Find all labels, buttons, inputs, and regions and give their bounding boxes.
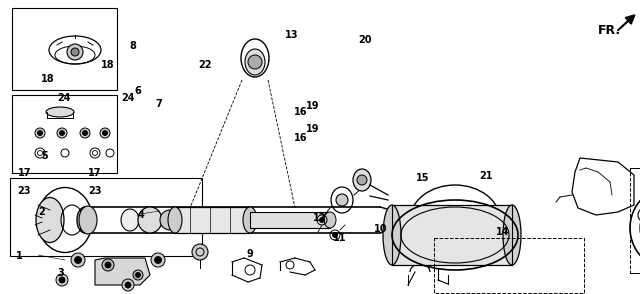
Bar — [434, 238, 584, 293]
Text: 11: 11 — [332, 233, 346, 243]
Text: 22: 22 — [198, 60, 212, 70]
Ellipse shape — [79, 206, 97, 234]
Text: 17: 17 — [88, 168, 102, 178]
Ellipse shape — [245, 49, 265, 75]
Bar — [175, 207, 250, 233]
Circle shape — [67, 44, 83, 60]
Text: 1: 1 — [16, 251, 22, 261]
Circle shape — [71, 48, 79, 56]
Text: 12: 12 — [313, 213, 327, 223]
Bar — [10, 178, 202, 256]
Circle shape — [136, 273, 141, 278]
Text: 2: 2 — [38, 207, 45, 217]
Polygon shape — [95, 258, 150, 285]
Text: 24: 24 — [121, 93, 135, 103]
Bar — [392, 205, 512, 265]
Circle shape — [151, 253, 165, 267]
Circle shape — [336, 194, 348, 206]
Text: 6: 6 — [134, 86, 141, 96]
Text: 9: 9 — [246, 249, 253, 259]
Ellipse shape — [160, 210, 180, 230]
Circle shape — [192, 244, 208, 260]
Circle shape — [74, 256, 81, 263]
Text: 19: 19 — [305, 101, 319, 111]
Ellipse shape — [503, 205, 521, 265]
Text: 17: 17 — [17, 168, 31, 178]
Circle shape — [59, 277, 65, 283]
Text: 18: 18 — [41, 74, 55, 84]
Text: 10: 10 — [374, 224, 388, 234]
Circle shape — [57, 128, 67, 138]
Ellipse shape — [383, 205, 401, 265]
Circle shape — [248, 55, 262, 69]
Text: 19: 19 — [305, 124, 319, 134]
Text: 7: 7 — [156, 99, 162, 109]
Circle shape — [60, 131, 65, 136]
Circle shape — [333, 233, 337, 238]
Text: 24: 24 — [57, 93, 71, 103]
Circle shape — [102, 131, 108, 136]
Bar — [630, 168, 640, 273]
Ellipse shape — [353, 169, 371, 191]
Text: 20: 20 — [358, 35, 372, 45]
Ellipse shape — [36, 198, 64, 243]
Circle shape — [357, 175, 367, 185]
Text: 18: 18 — [100, 60, 115, 70]
Text: FR.: FR. — [598, 24, 621, 36]
Bar — [12, 95, 117, 173]
Text: 23: 23 — [17, 186, 31, 196]
Circle shape — [133, 270, 143, 280]
Ellipse shape — [77, 207, 93, 233]
Circle shape — [56, 274, 68, 286]
Text: 3: 3 — [58, 268, 64, 278]
Circle shape — [100, 128, 110, 138]
Bar — [12, 8, 117, 90]
Circle shape — [80, 128, 90, 138]
Ellipse shape — [168, 207, 182, 233]
Ellipse shape — [138, 207, 162, 233]
Ellipse shape — [324, 212, 336, 228]
Text: 5: 5 — [42, 151, 48, 161]
Text: 15: 15 — [415, 173, 429, 183]
Circle shape — [102, 259, 114, 271]
Circle shape — [154, 256, 161, 263]
Ellipse shape — [121, 209, 139, 231]
Text: 14: 14 — [495, 227, 509, 237]
Text: 23: 23 — [88, 186, 102, 196]
Text: 8: 8 — [130, 41, 136, 51]
Text: 16: 16 — [294, 107, 308, 117]
Circle shape — [319, 218, 324, 223]
Circle shape — [38, 131, 42, 136]
Circle shape — [125, 282, 131, 288]
Circle shape — [105, 262, 111, 268]
Text: 13: 13 — [284, 30, 298, 40]
Circle shape — [83, 131, 88, 136]
Text: 4: 4 — [138, 210, 144, 220]
Text: 21: 21 — [479, 171, 493, 181]
Circle shape — [35, 128, 45, 138]
Text: 16: 16 — [294, 133, 308, 143]
Bar — [250, 212, 330, 228]
Ellipse shape — [46, 107, 74, 117]
Circle shape — [122, 279, 134, 291]
Ellipse shape — [243, 207, 257, 233]
Circle shape — [71, 253, 85, 267]
